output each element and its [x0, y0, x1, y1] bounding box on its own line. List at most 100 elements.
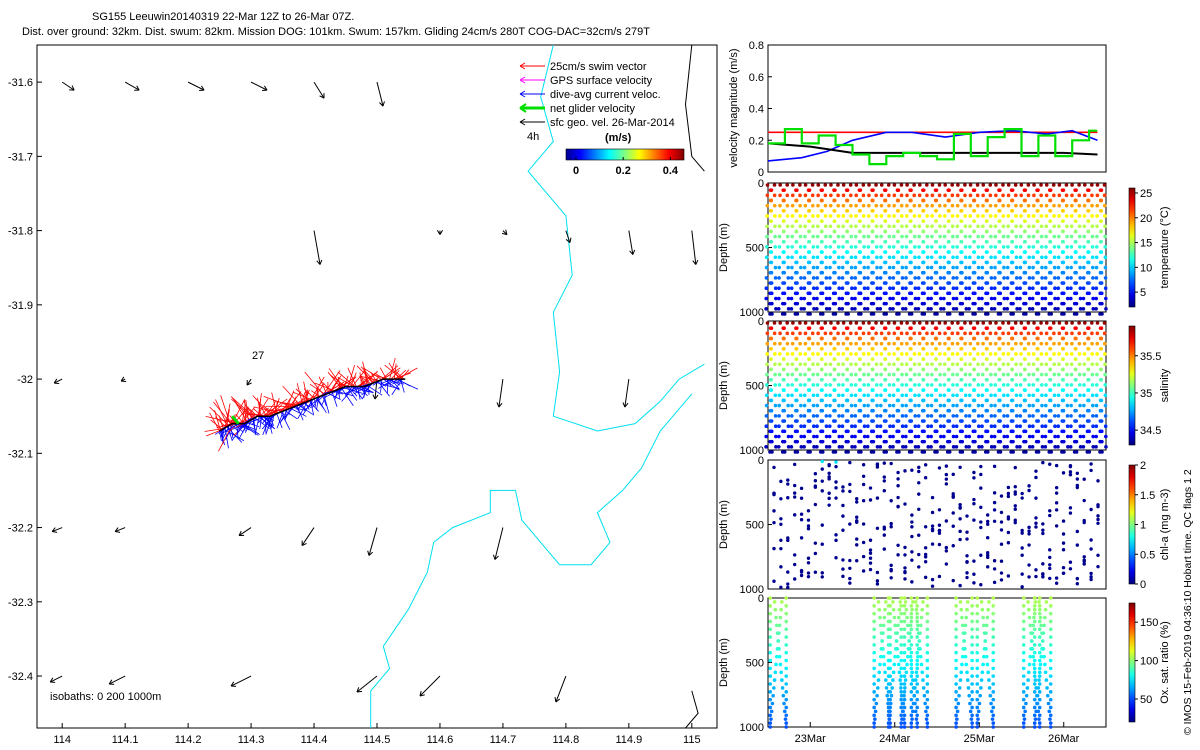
oxygen-point	[774, 615, 778, 620]
oxygen-point	[872, 666, 876, 671]
chla-point	[841, 574, 845, 579]
profile-point	[908, 398, 913, 403]
profile-point	[895, 408, 900, 413]
chla-point	[979, 464, 983, 469]
profile-point	[1052, 224, 1057, 229]
oxygen-point	[925, 674, 930, 678]
profile-point	[1103, 383, 1108, 387]
profile-point	[1009, 301, 1014, 306]
oxygen-point	[879, 647, 884, 651]
oxygen-point	[784, 604, 789, 608]
velocity-y-tick-label: 0.4	[749, 104, 764, 116]
chla-point	[1068, 567, 1073, 571]
oxygen-point	[886, 643, 891, 647]
profile-point	[874, 341, 879, 346]
profile-point	[921, 367, 926, 372]
profile-point	[1009, 439, 1014, 444]
profile-point	[959, 408, 963, 413]
chla-point	[1041, 528, 1045, 532]
profile-point	[799, 424, 803, 429]
profile-point	[946, 260, 951, 265]
chla-point	[848, 581, 852, 585]
profile-point	[891, 296, 895, 301]
profile-point	[989, 296, 994, 301]
chla-point	[820, 459, 824, 464]
profile-point	[964, 265, 968, 270]
profile-point	[887, 362, 892, 367]
profile-y-tick-label: 0	[758, 178, 764, 190]
chla-point	[986, 536, 990, 540]
profile-point	[866, 341, 871, 346]
profile-point	[790, 224, 795, 229]
profile-point	[993, 341, 998, 346]
profile-point	[971, 301, 975, 306]
profile-point	[1102, 321, 1107, 325]
profile-point	[1077, 331, 1082, 336]
profile-point	[993, 393, 997, 398]
profile-point	[916, 286, 921, 291]
oxygen-point	[886, 674, 891, 678]
oxygen-point	[1028, 654, 1033, 659]
profile-point	[1036, 188, 1040, 192]
profile-point	[955, 224, 960, 229]
profile-point	[951, 276, 956, 280]
profile-point	[888, 307, 892, 311]
profile-point	[938, 214, 942, 218]
profile-point	[939, 307, 943, 311]
profile-point	[803, 203, 808, 208]
profile-point	[836, 372, 841, 377]
profile-point	[1039, 321, 1043, 325]
profile-point	[777, 276, 781, 280]
oxygen-point	[784, 725, 789, 729]
profile-point	[874, 193, 878, 198]
profile-point	[980, 255, 985, 260]
profile-point	[874, 352, 879, 356]
profile-point	[785, 234, 790, 239]
profile-point	[1010, 357, 1015, 361]
profile-point	[1001, 383, 1006, 387]
oxygen-point	[915, 643, 919, 647]
oxygen-point	[1039, 623, 1044, 628]
oxygen-point	[921, 678, 925, 682]
dac-vector	[362, 384, 371, 399]
profile-point	[1031, 424, 1035, 429]
profile-point	[793, 450, 798, 454]
profile-point	[984, 377, 989, 382]
oxygen-point	[925, 650, 930, 655]
profile-point	[959, 209, 964, 213]
profile-point	[912, 203, 917, 208]
oxygen-point	[779, 670, 783, 675]
profile-point	[1069, 255, 1074, 260]
swim-vector	[231, 398, 255, 419]
oxygen-point	[979, 686, 983, 690]
dac-vector	[297, 401, 309, 420]
profile-point	[1056, 445, 1060, 449]
dac-vector	[321, 393, 327, 405]
profile-point	[899, 193, 904, 198]
profile-point	[1010, 219, 1015, 223]
profile-point	[832, 336, 837, 341]
profile-point	[917, 265, 921, 270]
profile-point	[765, 193, 770, 198]
oxygen-point	[886, 690, 891, 694]
oxygen-point	[905, 654, 910, 659]
chla-point	[848, 482, 852, 487]
oxygen-point	[899, 725, 903, 729]
profile-point	[997, 367, 1002, 372]
profile-point	[964, 286, 968, 291]
oxygen-point	[872, 635, 876, 639]
profile-point	[1022, 239, 1027, 244]
profile-point	[951, 296, 956, 301]
profile-point	[853, 265, 858, 270]
profile-point	[1086, 250, 1090, 254]
profile-point	[875, 424, 880, 429]
oxygen-point	[876, 678, 881, 682]
map-x-tick-label: 114.3	[238, 734, 265, 746]
profile-point	[1040, 265, 1044, 270]
profile-point	[1086, 198, 1091, 203]
profile-point	[917, 352, 922, 356]
profile-point	[1095, 183, 1100, 187]
profile-point	[782, 188, 786, 192]
profile-point	[925, 234, 930, 239]
